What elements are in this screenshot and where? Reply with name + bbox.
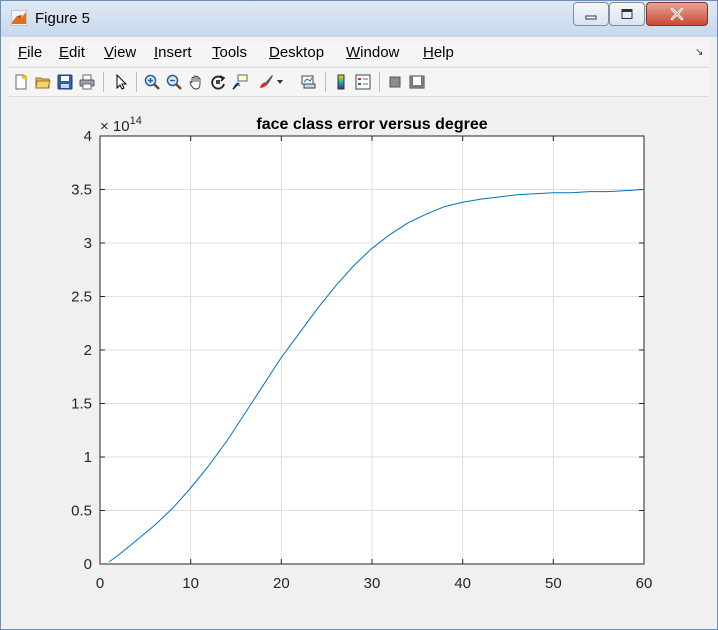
link-plot-icon — [301, 75, 316, 89]
brush-button[interactable] — [256, 72, 276, 92]
y-tick-label: 3.5 — [71, 182, 92, 199]
brush-dropdown-button[interactable] — [275, 72, 285, 92]
x-tick-label: 40 — [454, 575, 471, 592]
y-tick-label: 1 — [84, 449, 92, 466]
minimize-button[interactable] — [573, 2, 609, 26]
x-tick-label: 60 — [636, 575, 653, 592]
y-axis: 0 0.5 1 1.5 2 2.5 3 3.5 4 — [71, 128, 644, 573]
menu-overflow-icon[interactable]: ↘ — [695, 47, 704, 58]
hide-plot-tools-button[interactable] — [385, 72, 405, 92]
toolbar-separator — [136, 72, 137, 92]
print-button[interactable] — [77, 72, 97, 92]
save-icon — [57, 74, 73, 90]
open-file-button[interactable] — [33, 72, 53, 92]
brush-icon — [260, 75, 273, 88]
brush-dropdown-icon — [277, 80, 283, 84]
insert-colorbar-button[interactable] — [331, 72, 351, 92]
minimize-icon — [585, 15, 597, 20]
x-tick-label: 10 — [182, 575, 199, 592]
series-line[interactable] — [108, 189, 645, 563]
toolbar-separator — [103, 72, 104, 92]
x-tick-label: 50 — [545, 575, 562, 592]
edit-plot-icon — [116, 74, 128, 90]
y-tick-label: 4 — [84, 128, 92, 145]
y-tick-label: 2.5 — [71, 289, 92, 306]
data-cursor-icon — [232, 74, 248, 90]
menu-bar: File Edit View Insert Tools Desktop Wind… — [9, 41, 709, 65]
zoom-in-icon — [144, 74, 160, 90]
menu-desktop[interactable]: Desktop — [269, 44, 325, 61]
pan-icon — [189, 75, 201, 90]
insert-legend-icon — [355, 74, 371, 90]
window-title: Figure 5 — [35, 10, 91, 27]
x-axis: 0 10 20 30 40 50 60 — [96, 136, 653, 592]
y-exponent-power: 14 — [130, 115, 142, 127]
hide-plot-tools-icon — [389, 76, 401, 88]
show-plot-tools-icon — [409, 75, 425, 89]
y-tick-label: 1.5 — [71, 396, 92, 413]
zoom-out-button[interactable] — [164, 72, 184, 92]
print-icon — [79, 74, 95, 90]
x-tick-label: 20 — [273, 575, 290, 592]
menu-edit[interactable]: Edit — [59, 44, 85, 61]
menu-file[interactable]: File — [18, 44, 43, 61]
toolbar-separator — [379, 72, 380, 92]
pan-button[interactable] — [186, 72, 206, 92]
maximize-icon — [621, 9, 633, 19]
new-figure-icon — [15, 74, 28, 90]
rotate-3d-icon — [211, 75, 226, 90]
show-plot-tools-button[interactable] — [407, 72, 427, 92]
open-file-icon — [35, 77, 51, 89]
line-plot[interactable]: 0 10 20 30 40 50 60 0 0.5 1 1.5 2 2.5 3 3.5 4 × 1014 f… — [9, 97, 709, 621]
menu-help[interactable]: Help — [423, 44, 454, 61]
figure-canvas[interactable]: 0 10 20 30 40 50 60 0 0.5 1 1.5 2 2.5 3 3.5 4 × 1014 f… — [9, 97, 709, 621]
matlab-icon — [11, 10, 27, 26]
new-figure-button[interactable] — [11, 72, 31, 92]
title-bar[interactable]: Figure 5 — [1, 1, 717, 37]
menu-tools[interactable]: Tools — [212, 44, 248, 61]
maximize-button[interactable] — [609, 2, 645, 26]
y-tick-label: 0 — [84, 556, 92, 573]
zoom-in-button[interactable] — [142, 72, 162, 92]
rotate-3d-button[interactable] — [208, 72, 228, 92]
figure-toolbar — [9, 67, 709, 97]
x-tick-label: 0 — [96, 575, 104, 592]
insert-legend-button[interactable] — [353, 72, 373, 92]
menu-view[interactable]: View — [104, 44, 137, 61]
y-exponent-base: × 10 — [100, 118, 130, 135]
y-exponent-label: × 1014 — [100, 115, 142, 135]
link-plot-button[interactable] — [298, 72, 318, 92]
y-tick-label: 2 — [84, 342, 92, 359]
y-tick-label: 0.5 — [71, 503, 92, 520]
edit-plot-button[interactable] — [111, 72, 131, 92]
y-tick-label: 3 — [84, 235, 92, 252]
toolbar-separator — [325, 72, 326, 92]
data-cursor-button[interactable] — [230, 72, 250, 92]
zoom-out-icon — [166, 74, 182, 90]
close-icon — [670, 7, 684, 21]
close-button[interactable] — [646, 2, 708, 26]
save-button[interactable] — [55, 72, 75, 92]
x-tick-label: 30 — [364, 575, 381, 592]
menu-insert[interactable]: Insert — [154, 44, 192, 61]
chart-title: face class error versus degree — [256, 116, 487, 133]
insert-colorbar-icon — [337, 74, 345, 90]
menu-window[interactable]: Window — [346, 44, 400, 61]
